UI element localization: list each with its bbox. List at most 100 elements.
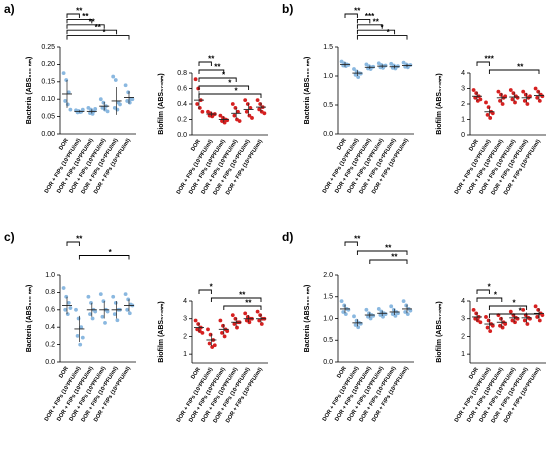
data-point xyxy=(511,91,516,96)
data-point xyxy=(113,300,118,305)
y-tick-label: 3 xyxy=(461,85,465,92)
data-point xyxy=(118,102,122,107)
data-point xyxy=(105,109,110,114)
y-tick-label: 1.5 xyxy=(323,294,333,301)
significance-bracket xyxy=(198,85,250,90)
data-point xyxy=(86,294,91,299)
significance-label: ** xyxy=(373,17,380,26)
y-tick-label: 1 xyxy=(461,116,465,123)
significance-bracket xyxy=(210,297,262,302)
significance-bracket xyxy=(198,93,262,98)
significance-label: *** xyxy=(485,55,495,64)
data-point xyxy=(342,303,347,308)
data-point xyxy=(258,313,263,318)
y-tick-label: 0.8 xyxy=(177,70,187,77)
data-point xyxy=(218,113,223,118)
data-point xyxy=(408,63,413,67)
y-tick-label: 1 xyxy=(461,351,465,358)
data-point xyxy=(352,67,356,71)
data-point xyxy=(503,322,508,326)
y-axis-label: Bacteria (ABS₆₀₀ ₙₘ) xyxy=(26,57,33,125)
data-point xyxy=(500,325,505,330)
data-point xyxy=(98,292,103,297)
y-axis-label: Bacteria (ABS₆₀₀ ₙₘ) xyxy=(26,285,33,353)
data-point xyxy=(126,297,131,302)
data-point xyxy=(193,77,198,82)
data-point xyxy=(537,318,542,323)
data-point xyxy=(243,98,248,103)
data-point xyxy=(500,102,505,106)
y-axis-label: Biofilm (ABS₅₇₀ₙₘ) xyxy=(158,301,165,362)
significance-bracket xyxy=(66,13,80,18)
data-point xyxy=(513,100,517,105)
data-point xyxy=(533,304,538,309)
data-point xyxy=(535,95,540,100)
data-point xyxy=(233,316,238,321)
y-tick-label: 1.0 xyxy=(323,315,333,322)
data-point xyxy=(222,334,227,339)
significance-label: ** xyxy=(88,17,95,26)
data-point xyxy=(63,99,68,103)
significance-bracket xyxy=(356,24,383,29)
data-point xyxy=(68,306,73,310)
x-tick-label: DOR xyxy=(336,366,348,380)
data-point xyxy=(525,322,530,326)
x-tick-label: DOR xyxy=(468,139,480,153)
data-point xyxy=(123,83,128,88)
data-point xyxy=(225,118,230,123)
data-point xyxy=(513,320,517,325)
significance-bracket xyxy=(344,241,358,246)
data-point xyxy=(473,95,478,100)
data-point xyxy=(508,88,513,92)
data-point xyxy=(127,100,132,105)
data-point xyxy=(235,325,239,330)
data-point xyxy=(232,322,237,326)
data-point xyxy=(371,313,376,318)
significance-bracket xyxy=(66,18,93,24)
significance-label: * xyxy=(380,23,384,32)
significance-bracket xyxy=(198,77,237,82)
data-point xyxy=(508,309,513,314)
y-tick-label: 0.0 xyxy=(323,359,333,366)
significance-label: ** xyxy=(239,291,246,300)
x-tick-label: DOR xyxy=(468,367,480,381)
x-tick-label: DOR xyxy=(190,139,202,153)
significance-label: * xyxy=(512,299,516,308)
significance-bracket xyxy=(66,241,80,246)
y-tick-label: 4 xyxy=(461,70,465,77)
data-point xyxy=(353,323,358,327)
data-point xyxy=(123,292,128,297)
data-point xyxy=(126,90,131,95)
significance-label: ** xyxy=(354,7,361,16)
data-point xyxy=(232,113,237,118)
data-point xyxy=(536,307,541,312)
data-point xyxy=(341,310,346,314)
y-tick-label: 0.25 xyxy=(41,44,55,51)
y-tick-label: 0.2 xyxy=(177,116,187,123)
data-point xyxy=(485,112,490,117)
y-tick-label: 0.6 xyxy=(45,307,55,314)
data-point xyxy=(358,71,363,76)
significance-bracket xyxy=(356,250,408,255)
data-point xyxy=(93,309,98,314)
significance-label: ** xyxy=(76,7,83,16)
data-point xyxy=(405,312,410,317)
data-point xyxy=(484,100,488,105)
data-point xyxy=(371,64,376,69)
significance-label: * xyxy=(109,248,113,257)
significance-label: * xyxy=(210,283,214,292)
data-point xyxy=(65,312,70,317)
data-point xyxy=(233,105,238,110)
y-axis-label: Biofilm (ABS₅₇₀ₙₘ) xyxy=(158,73,165,134)
significance-bracket xyxy=(66,35,130,40)
y-tick-label: 1.0 xyxy=(45,272,55,279)
panel-label: b) xyxy=(282,2,293,16)
data-point xyxy=(474,91,479,96)
data-point xyxy=(525,102,530,106)
data-point xyxy=(63,307,68,312)
data-point xyxy=(65,102,70,107)
data-point xyxy=(540,313,545,318)
plot: 0.0 0.2 0.4 0.6 0.8 1.0 Bacteria (ABS₆₀₀ ₙₘ) DO… xyxy=(26,235,136,423)
